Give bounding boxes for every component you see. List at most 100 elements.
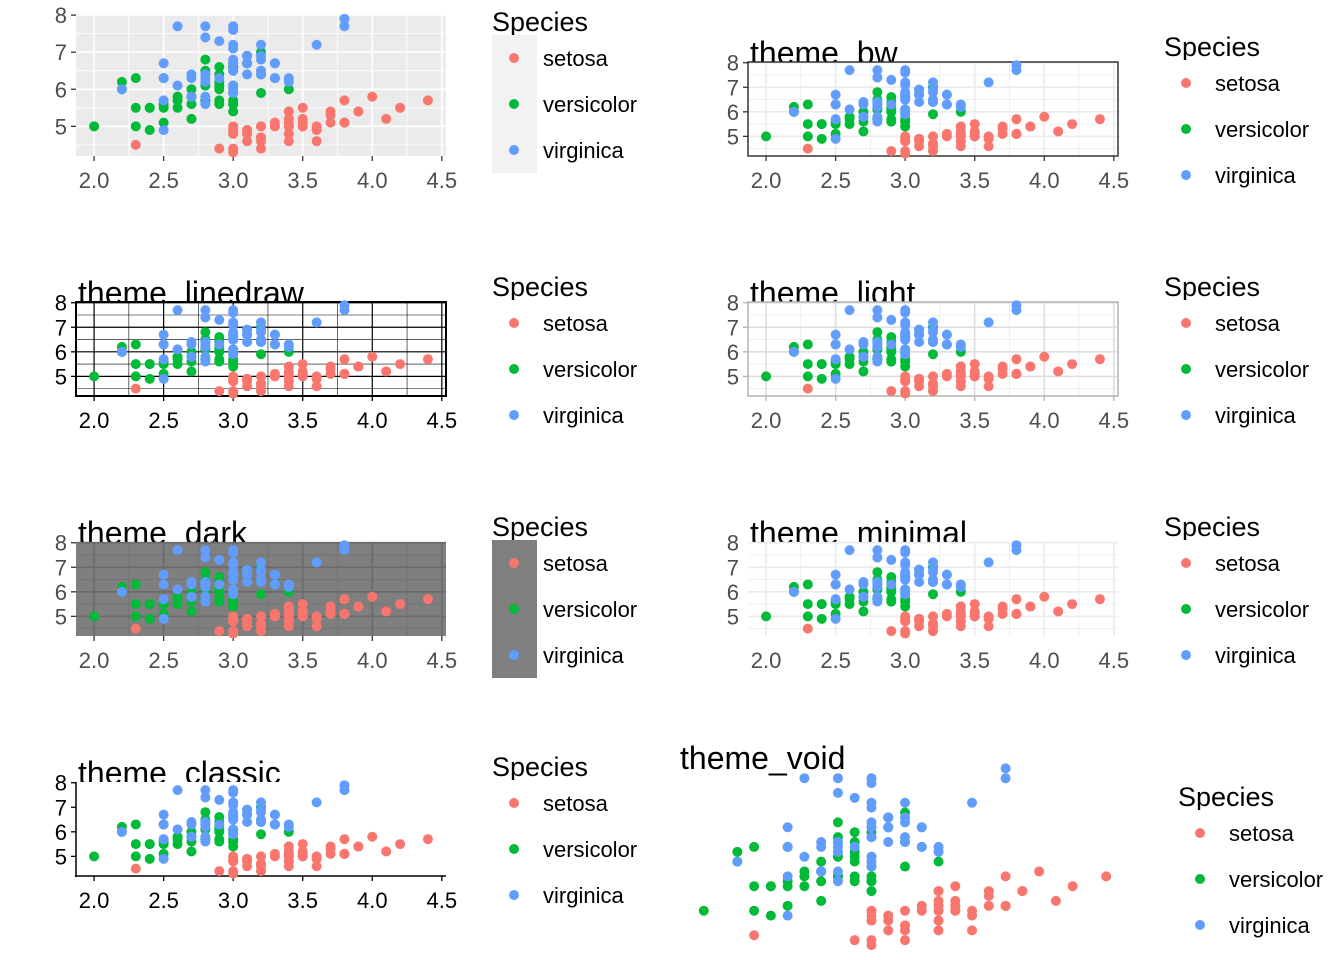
point-setosa xyxy=(269,121,280,132)
point-virginica xyxy=(269,809,280,820)
point-setosa xyxy=(353,361,364,372)
legend-label-setosa: setosa xyxy=(543,46,609,71)
point-virginica xyxy=(844,584,855,595)
point-setosa xyxy=(941,611,952,622)
point-virginica xyxy=(844,545,855,556)
point-setosa xyxy=(256,121,266,132)
point-virginica xyxy=(214,314,225,325)
point-setosa xyxy=(1039,591,1050,602)
y-tick-label: 8 xyxy=(727,51,739,76)
point-setosa xyxy=(969,599,980,610)
point-virginica xyxy=(242,324,253,335)
point-setosa xyxy=(269,371,280,382)
point-virginica xyxy=(886,314,897,325)
point-setosa xyxy=(228,121,239,132)
point-setosa xyxy=(900,376,911,387)
point-versicolor xyxy=(186,99,197,110)
point-versicolor xyxy=(816,373,827,384)
point-virginica xyxy=(158,339,169,350)
point-setosa xyxy=(928,381,938,392)
point-virginica xyxy=(242,577,253,588)
point-setosa xyxy=(353,841,364,852)
point-versicolor xyxy=(144,359,155,370)
point-versicolor xyxy=(130,73,141,84)
y-tick-label: 6 xyxy=(727,100,739,125)
point-setosa xyxy=(256,851,266,862)
legend-label-virginica: virginica xyxy=(1215,643,1296,668)
point-setosa xyxy=(1053,606,1064,617)
point-setosa xyxy=(381,846,392,857)
point-versicolor xyxy=(782,900,793,911)
point-setosa xyxy=(283,117,294,128)
point-versicolor xyxy=(144,102,155,113)
point-versicolor xyxy=(144,839,155,850)
point-setosa xyxy=(955,368,966,379)
point-virginica xyxy=(200,99,211,110)
x-tick-label: 2.5 xyxy=(148,408,179,433)
point-setosa xyxy=(381,113,392,124)
point-setosa xyxy=(1053,366,1064,377)
point-virginica xyxy=(269,329,280,340)
point-setosa xyxy=(969,359,980,370)
point-setosa xyxy=(900,905,910,916)
point-setosa xyxy=(967,925,978,936)
point-versicolor xyxy=(200,327,211,338)
point-setosa xyxy=(1000,900,1011,911)
point-virginica xyxy=(782,871,793,882)
point-setosa xyxy=(214,386,225,397)
x-tick-label: 2.0 xyxy=(79,888,110,913)
point-virginica xyxy=(900,334,911,345)
point-setosa xyxy=(256,371,266,382)
point-virginica xyxy=(900,817,910,828)
y-tick-label: 7 xyxy=(55,795,67,820)
point-virginica xyxy=(158,95,169,106)
point-virginica xyxy=(158,819,169,830)
point-virginica xyxy=(914,324,925,335)
point-versicolor xyxy=(172,831,183,842)
point-virginica xyxy=(830,114,841,125)
point-virginica xyxy=(830,613,841,624)
point-virginica xyxy=(830,354,841,365)
point-virginica xyxy=(228,334,239,345)
point-versicolor xyxy=(816,359,827,370)
point-setosa xyxy=(749,930,760,941)
point-virginica xyxy=(832,773,843,784)
x-tick-label: 4.5 xyxy=(1099,168,1130,193)
point-virginica xyxy=(242,804,253,815)
legend: Species setosa versicolor virginica xyxy=(492,752,637,918)
point-setosa xyxy=(228,856,239,867)
point-setosa xyxy=(269,851,280,862)
point-virginica xyxy=(941,339,952,350)
point-virginica xyxy=(186,73,197,84)
y-tick-label: 7 xyxy=(55,555,67,580)
legend-label-setosa: setosa xyxy=(1215,551,1281,576)
point-setosa xyxy=(325,604,336,615)
point-setosa xyxy=(297,102,308,113)
point-versicolor xyxy=(844,351,855,362)
point-setosa xyxy=(422,95,433,106)
point-virginica xyxy=(172,305,183,316)
point-virginica xyxy=(186,819,197,830)
point-versicolor xyxy=(802,371,813,382)
x-tick-label: 2.5 xyxy=(820,408,851,433)
point-versicolor xyxy=(228,106,239,117)
point-setosa xyxy=(914,133,925,144)
point-setosa xyxy=(1053,126,1064,137)
legend-label-versicolor: versicolor xyxy=(1215,117,1309,142)
point-versicolor xyxy=(872,87,883,98)
point-versicolor xyxy=(849,827,860,838)
point-versicolor xyxy=(761,611,772,622)
point-setosa xyxy=(1011,594,1022,605)
point-virginica xyxy=(228,87,239,98)
point-setosa xyxy=(941,371,952,382)
point-setosa xyxy=(353,106,364,117)
legend-title: Species xyxy=(1164,272,1260,302)
point-virginica xyxy=(242,69,253,80)
point-versicolor xyxy=(130,339,141,350)
legend-key-virginica xyxy=(1195,920,1205,930)
point-setosa xyxy=(1094,114,1105,125)
x-tick-label: 4.5 xyxy=(1099,408,1130,433)
legend-label-versicolor: versicolor xyxy=(543,357,637,382)
x-tick-label: 4.5 xyxy=(427,168,458,193)
point-versicolor xyxy=(782,881,793,892)
